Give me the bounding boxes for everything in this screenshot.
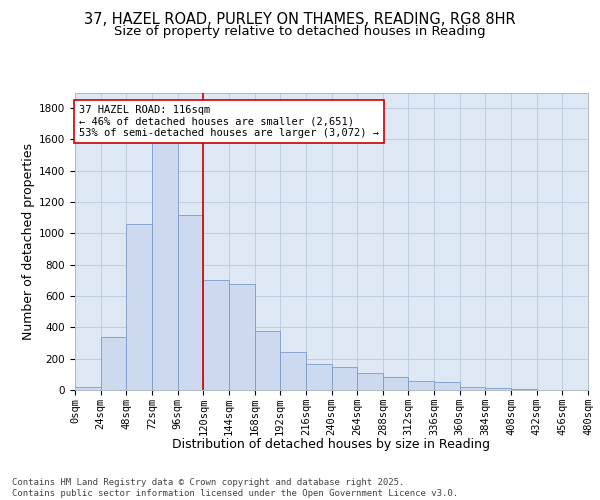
Bar bbox=[178, 214, 203, 390]
Bar bbox=[254, 330, 280, 390]
Bar bbox=[101, 337, 127, 390]
Bar bbox=[383, 378, 409, 390]
Bar bbox=[229, 284, 254, 390]
Bar bbox=[485, 388, 511, 390]
Bar bbox=[511, 389, 537, 390]
Bar bbox=[357, 373, 383, 390]
Bar bbox=[280, 352, 306, 390]
Text: 37 HAZEL ROAD: 116sqm
← 46% of detached houses are smaller (2,651)
53% of semi-d: 37 HAZEL ROAD: 116sqm ← 46% of detached … bbox=[79, 105, 379, 138]
Bar bbox=[331, 368, 357, 390]
Y-axis label: Number of detached properties: Number of detached properties bbox=[22, 143, 35, 340]
Text: 37, HAZEL ROAD, PURLEY ON THAMES, READING, RG8 8HR: 37, HAZEL ROAD, PURLEY ON THAMES, READIN… bbox=[84, 12, 516, 28]
Text: Contains HM Land Registry data © Crown copyright and database right 2025.
Contai: Contains HM Land Registry data © Crown c… bbox=[12, 478, 458, 498]
Bar bbox=[75, 387, 101, 390]
Bar bbox=[306, 364, 331, 390]
Bar bbox=[203, 280, 229, 390]
Bar bbox=[127, 224, 152, 390]
Text: Size of property relative to detached houses in Reading: Size of property relative to detached ho… bbox=[114, 24, 486, 38]
X-axis label: Distribution of detached houses by size in Reading: Distribution of detached houses by size … bbox=[173, 438, 491, 451]
Bar bbox=[434, 382, 460, 390]
Bar bbox=[409, 380, 434, 390]
Bar bbox=[460, 387, 485, 390]
Bar bbox=[152, 118, 178, 390]
